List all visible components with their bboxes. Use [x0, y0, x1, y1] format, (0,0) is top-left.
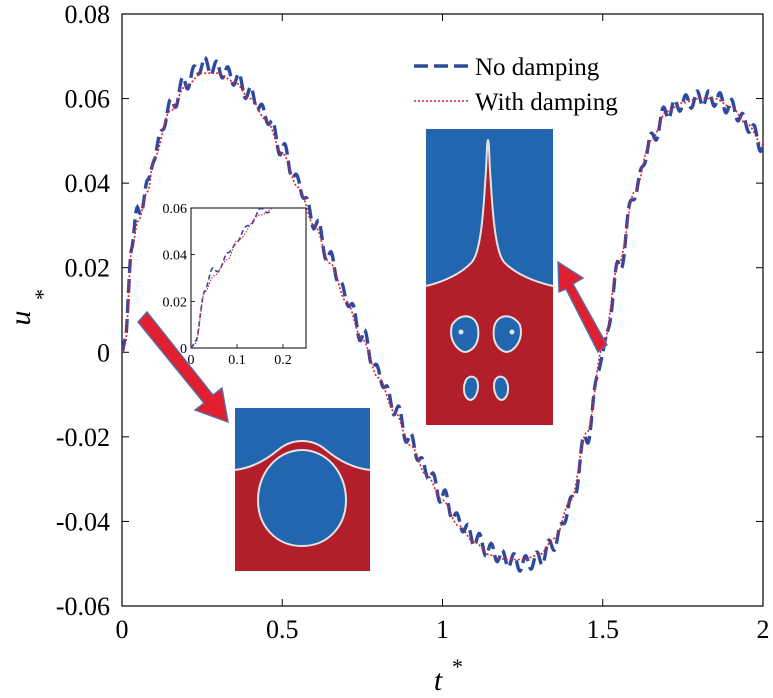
- x-tick-label: 1.5: [587, 615, 620, 644]
- y-tick-label: 0.02: [65, 254, 111, 283]
- legend: No damping With damping: [414, 54, 618, 116]
- inset-y-tick-label: 0.02: [163, 295, 188, 310]
- y-tick-label: -0.02: [56, 423, 110, 452]
- y-axis-ticks: -0.06 -0.04 -0.02 0 0.02 0.04 0.06 0.08: [56, 0, 763, 621]
- inset-y-tick-label: 0.04: [163, 249, 188, 264]
- y-tick-label: -0.06: [56, 592, 110, 621]
- series-line-no-damping: [122, 55, 763, 573]
- y-tick-label: 0.08: [65, 0, 111, 29]
- y-tick-label: 0: [97, 338, 110, 367]
- annotation-arrow-left: [137, 310, 229, 424]
- inset-y-tick-label: 0: [180, 342, 187, 357]
- legend-label-with-damping: With damping: [475, 89, 618, 116]
- inset-x-ticks: 0 0.1 0.2: [188, 344, 292, 368]
- inset-x-tick-label: 0: [188, 353, 195, 368]
- snapshot-jet: [425, 129, 554, 425]
- y-tick-label: -0.04: [56, 507, 110, 536]
- y-axis-label: u: [4, 311, 37, 326]
- inset-x-tick-label: 0.1: [228, 353, 246, 368]
- y-tick-label: 0.04: [65, 169, 111, 198]
- x-tick-label: 0: [116, 615, 129, 644]
- x-axis-label-sup: *: [452, 654, 463, 679]
- inset-plot: 0 0.1 0.2 0 0.02 0.04 0.06: [163, 202, 307, 368]
- x-axis-label: t: [434, 664, 443, 697]
- y-tick-label: 0.06: [65, 85, 111, 114]
- x-tick-label: 1: [436, 615, 449, 644]
- inset-x-tick-label: 0.2: [274, 353, 292, 368]
- x-tick-label: 0.5: [266, 615, 299, 644]
- inset-y-ticks: 0 0.02 0.04 0.06: [163, 202, 195, 357]
- legend-label-no-damping: No damping: [475, 54, 600, 81]
- y-axis-label-sup: *: [30, 289, 55, 300]
- inset-y-tick-label: 0.06: [163, 202, 188, 217]
- annotation-arrow-right: [557, 260, 608, 354]
- x-axis-ticks: 0 0.5 1 1.5 2: [116, 14, 770, 644]
- inset-series-no-damping: [191, 208, 273, 348]
- snapshot-bubble: [234, 408, 371, 571]
- x-tick-label: 2: [757, 615, 770, 644]
